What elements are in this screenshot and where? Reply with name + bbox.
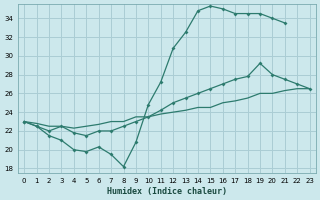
X-axis label: Humidex (Indice chaleur): Humidex (Indice chaleur) [107, 187, 227, 196]
